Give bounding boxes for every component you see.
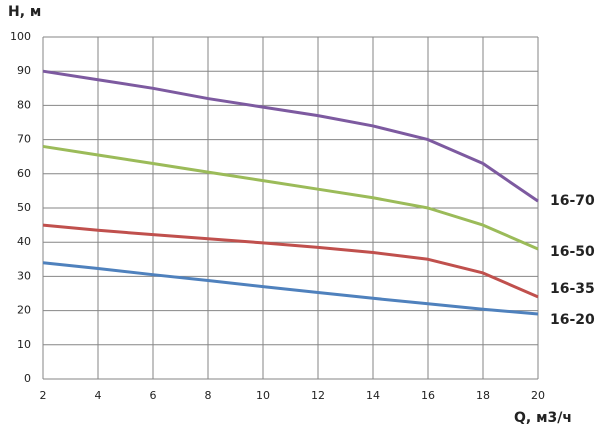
- series-label: 16-20: [550, 312, 595, 328]
- x-tick-label: 10: [256, 389, 270, 402]
- x-tick-label: 16: [421, 389, 435, 402]
- x-tick-label: 2: [40, 389, 47, 402]
- y-tick-label: 20: [17, 304, 31, 317]
- x-tick-label: 12: [311, 389, 325, 402]
- y-tick-label: 0: [24, 372, 31, 385]
- x-tick-label: 14: [366, 389, 380, 402]
- y-tick-label: 30: [17, 269, 31, 282]
- series-label: 16-35: [550, 281, 595, 297]
- series-label: 16-70: [550, 193, 595, 209]
- y-axis-title: H, м: [8, 4, 41, 20]
- y-tick-label: 90: [17, 64, 31, 77]
- y-tick-label: 70: [17, 133, 31, 146]
- x-tick-label: 20: [531, 389, 545, 402]
- y-tick-label: 100: [10, 30, 31, 43]
- y-tick-label: 80: [17, 98, 31, 111]
- y-tick-label: 50: [17, 201, 31, 214]
- x-tick-label: 8: [205, 389, 212, 402]
- y-tick-label: 60: [17, 167, 31, 180]
- series-line: [42, 261, 539, 316]
- series-line: [42, 223, 539, 299]
- y-tick-label: 10: [17, 338, 31, 351]
- x-tick-label: 4: [95, 389, 102, 402]
- y-tick-label: 40: [17, 235, 31, 248]
- x-tick-label: 18: [476, 389, 490, 402]
- x-axis-title: Q, м3/ч: [514, 410, 572, 426]
- series-label: 16-50: [550, 244, 595, 260]
- series-line: [42, 69, 539, 203]
- series-line: [42, 144, 539, 251]
- x-tick-label: 6: [150, 389, 157, 402]
